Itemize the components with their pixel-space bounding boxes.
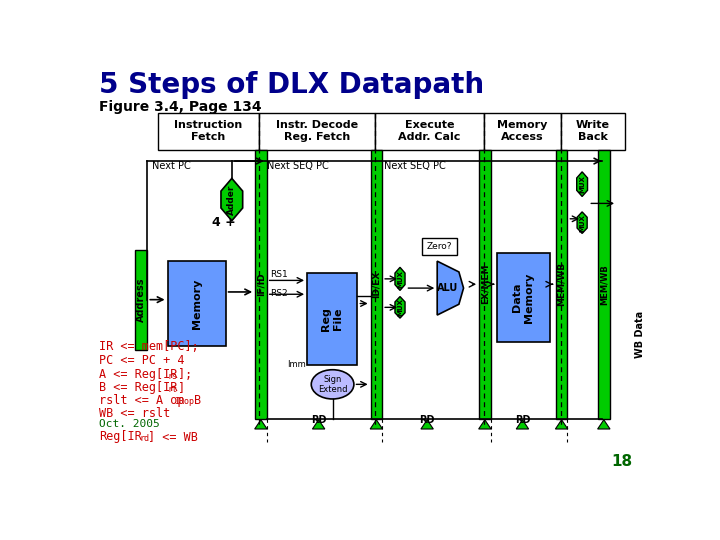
Text: Next PC: Next PC: [152, 161, 191, 171]
Polygon shape: [516, 420, 528, 429]
Text: Sign
Extend: Sign Extend: [318, 375, 347, 394]
Polygon shape: [370, 420, 382, 429]
Text: MUX: MUX: [579, 214, 585, 232]
Text: Adder: Adder: [228, 184, 236, 215]
Text: RD: RD: [515, 415, 530, 425]
Bar: [598, 150, 610, 419]
Text: Imm: Imm: [287, 360, 307, 369]
Text: IR <= mem[PC];: IR <= mem[PC];: [99, 340, 199, 354]
Bar: [135, 249, 148, 350]
Text: Memory
Access: Memory Access: [498, 120, 548, 142]
Bar: [259, 112, 375, 150]
Polygon shape: [255, 420, 267, 429]
Polygon shape: [479, 420, 491, 429]
Text: rs: rs: [168, 372, 178, 381]
Polygon shape: [221, 178, 243, 221]
Text: MEM/WB: MEM/WB: [599, 264, 608, 305]
Text: RD: RD: [311, 415, 326, 425]
Text: RD: RD: [419, 415, 435, 425]
Text: ] <= WB: ] <= WB: [148, 430, 198, 443]
Text: ID/EX: ID/EX: [372, 271, 381, 298]
Polygon shape: [598, 420, 610, 429]
Text: RS1: RS1: [270, 269, 287, 279]
Bar: [168, 261, 225, 346]
Bar: [307, 273, 357, 365]
Bar: [371, 150, 382, 419]
Text: MEM/WB: MEM/WB: [557, 262, 566, 306]
Polygon shape: [577, 212, 588, 233]
Text: EX/MEM: EX/MEM: [480, 264, 490, 305]
Text: Next SEQ PC: Next SEQ PC: [384, 161, 446, 171]
Text: RS2: RS2: [270, 289, 287, 298]
Bar: [158, 112, 259, 150]
Bar: [497, 253, 549, 342]
Polygon shape: [421, 420, 433, 429]
Polygon shape: [555, 420, 568, 429]
Bar: [479, 150, 490, 419]
Text: MUX: MUX: [397, 299, 403, 316]
Text: rslt <= A op: rslt <= A op: [99, 394, 185, 407]
Text: WB Data: WB Data: [635, 310, 645, 358]
Polygon shape: [312, 420, 325, 429]
Bar: [375, 112, 484, 150]
Text: A <= Reg[IR: A <= Reg[IR: [99, 368, 178, 381]
Text: 5 Steps of DLX Datapath: 5 Steps of DLX Datapath: [99, 71, 485, 99]
Text: Instruction
Fetch: Instruction Fetch: [174, 120, 243, 142]
Text: ];: ];: [178, 368, 192, 381]
Text: ALU: ALU: [438, 283, 459, 293]
Text: Next SEQ PC: Next SEQ PC: [266, 161, 328, 171]
Text: WB <= rslt: WB <= rslt: [99, 407, 171, 420]
Text: MUX: MUX: [579, 175, 585, 193]
Polygon shape: [437, 261, 464, 315]
Text: rt: rt: [168, 385, 178, 394]
Text: Reg[IR: Reg[IR: [99, 430, 142, 443]
Polygon shape: [577, 172, 588, 197]
Text: IRop: IRop: [174, 397, 194, 407]
Text: Oct. 2005: Oct. 2005: [99, 419, 160, 429]
Bar: [484, 112, 561, 150]
Polygon shape: [395, 296, 405, 318]
Text: IF/ID: IF/ID: [256, 273, 266, 296]
Ellipse shape: [311, 370, 354, 399]
Text: Reg
File: Reg File: [321, 307, 343, 331]
Bar: [556, 150, 567, 419]
Text: MUX: MUX: [397, 270, 403, 288]
Text: Write
Back: Write Back: [576, 120, 610, 142]
Bar: [422, 238, 457, 255]
Polygon shape: [395, 267, 405, 291]
Text: PC <= PC + 4: PC <= PC + 4: [99, 354, 185, 367]
Bar: [561, 112, 625, 150]
Text: Figure 3.4, Page 134: Figure 3.4, Page 134: [99, 100, 262, 114]
Text: rd: rd: [140, 434, 150, 443]
Text: Data
Memory: Data Memory: [513, 273, 534, 323]
Text: Memory: Memory: [192, 278, 202, 329]
Text: Zero?: Zero?: [427, 242, 452, 251]
Text: Execute
Addr. Calc: Execute Addr. Calc: [398, 120, 461, 142]
Bar: [255, 150, 266, 419]
Text: Instr. Decode
Reg. Fetch: Instr. Decode Reg. Fetch: [276, 120, 358, 142]
Text: B: B: [194, 394, 201, 407]
Text: ]: ]: [178, 381, 185, 394]
Text: 4 +: 4 +: [212, 217, 235, 230]
Text: Address: Address: [136, 278, 146, 322]
Text: B <= Reg[IR: B <= Reg[IR: [99, 381, 178, 394]
Text: 18: 18: [611, 454, 632, 469]
